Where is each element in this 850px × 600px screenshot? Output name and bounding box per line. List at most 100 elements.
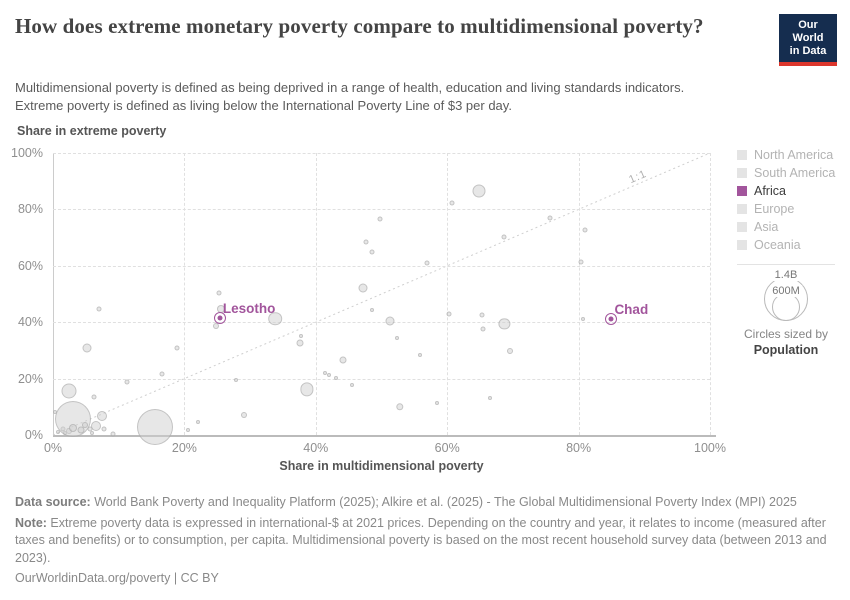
legend-swatch: [737, 186, 747, 196]
data-source-label: Data source:: [15, 495, 91, 509]
legend-item-north-america[interactable]: North America: [737, 146, 843, 164]
data-point: [580, 316, 585, 321]
legend-label: Africa: [754, 184, 786, 198]
data-point: [55, 401, 92, 438]
data-point: [241, 411, 248, 418]
size-legend-circles: 1.4B 600M: [764, 269, 808, 321]
x-tick-label: 20%: [171, 441, 197, 455]
data-point: [96, 411, 107, 422]
data-point: [159, 371, 165, 377]
gridline-vertical: [184, 153, 186, 435]
data-point: [136, 409, 173, 446]
y-tick-label: 40%: [17, 315, 43, 330]
lesotho-marker-ring: [213, 311, 226, 324]
data-point: [349, 382, 354, 387]
gridline-vertical: [710, 153, 711, 435]
legend-item-oceania[interactable]: Oceania: [737, 236, 843, 254]
data-point: [377, 216, 383, 222]
data-point: [334, 376, 339, 381]
one-to-one-line: [52, 152, 711, 436]
y-tick-label: 60%: [17, 258, 43, 273]
data-point: [234, 378, 239, 383]
legend-item-south-america[interactable]: South America: [737, 164, 843, 182]
legend-swatch: [737, 222, 747, 232]
gridline-horizontal: [53, 153, 710, 154]
data-point: [547, 215, 553, 221]
data-point: [91, 421, 102, 432]
owid-logo-red-bar: [779, 62, 837, 66]
data-point: [395, 335, 400, 340]
legend-item-europe[interactable]: Europe: [737, 200, 843, 218]
note-text: Extreme poverty data is expressed in int…: [15, 515, 827, 565]
chart-subtitle-line1: Multidimensional poverty is defined as b…: [15, 80, 685, 95]
data-point: [369, 249, 375, 255]
data-point: [61, 383, 77, 399]
data-point: [216, 290, 222, 296]
data-source-line: Data source: World Bank Poverty and Ineq…: [15, 494, 837, 512]
data-point: [449, 200, 455, 206]
data-point: [268, 312, 282, 326]
chad-label: Chad: [614, 302, 649, 318]
data-point: [110, 431, 116, 437]
x-axis-title: Share in multidimensional poverty: [279, 459, 484, 473]
gridline-horizontal: [53, 378, 710, 380]
lesotho-marker-dot: [217, 315, 223, 321]
size-legend-inner-circle: [772, 293, 800, 321]
data-point: [501, 234, 507, 240]
chart-subtitle-line2: Extreme poverty is defined as living bel…: [15, 98, 512, 113]
data-point: [89, 430, 94, 435]
data-point: [91, 394, 97, 400]
data-point: [424, 260, 430, 266]
data-point: [212, 323, 219, 330]
gridline-horizontal: [53, 322, 710, 324]
data-point: [81, 421, 88, 428]
data-point: [370, 308, 375, 313]
legend-label: Asia: [754, 220, 779, 234]
gridline-vertical: [578, 153, 580, 435]
data-point: [480, 326, 486, 332]
data-point: [385, 316, 395, 326]
legend-label: South America: [754, 166, 836, 180]
chart-subtitle: Multidimensional poverty is defined as b…: [15, 79, 775, 115]
data-point: [396, 403, 404, 411]
note-line: Note: Extreme poverty data is expressed …: [15, 515, 837, 568]
license-text: | CC BY: [170, 571, 219, 585]
data-point: [124, 379, 130, 385]
legend-item-asia[interactable]: Asia: [737, 218, 843, 236]
y-axis-ticks: 0% 20% 40% 60% 80% 100%: [0, 146, 47, 442]
data-point: [296, 339, 304, 347]
gridline-horizontal: [53, 209, 710, 211]
data-point: [582, 227, 588, 233]
plot-area: 1:1 Lesotho Chad: [52, 152, 711, 446]
size-legend-caption-bold: Population: [753, 343, 819, 357]
owid-logo-line2: in Data: [789, 45, 827, 57]
x-tick-label: 100%: [694, 441, 726, 455]
data-point: [68, 423, 77, 432]
data-point: [446, 311, 451, 317]
data-point: [174, 345, 180, 351]
continent-legend: North America South America Africa Europe As…: [737, 146, 843, 358]
data-point: [326, 373, 331, 378]
size-legend: 1.4B 600M Circles sized by Population: [737, 269, 835, 358]
data-point: [418, 353, 423, 358]
data-point: [300, 382, 314, 396]
legend-swatch: [737, 168, 747, 178]
data-point: [358, 283, 368, 293]
data-point: [77, 426, 85, 434]
data-point: [363, 239, 369, 245]
x-tick-label: 80%: [566, 441, 592, 455]
x-axis-line: [53, 435, 716, 437]
legend-items: North America South America Africa Europe As…: [737, 146, 843, 254]
legend-item-africa[interactable]: Africa: [737, 182, 843, 200]
data-point: [298, 334, 303, 339]
legend-label: Oceania: [754, 238, 801, 252]
x-tick-label: 40%: [303, 441, 329, 455]
gridline-horizontal: [53, 265, 710, 267]
legend-swatch: [737, 150, 747, 160]
owid-poverty-link[interactable]: OurWorldinData.org/poverty: [15, 571, 171, 585]
y-axis-title: Share in extreme poverty: [17, 124, 167, 138]
data-point: [322, 370, 327, 375]
data-point: [506, 348, 513, 355]
size-legend-inner-label: 600M: [770, 285, 802, 297]
